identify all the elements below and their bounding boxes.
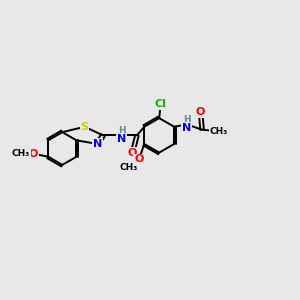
Text: O: O [134,154,144,164]
Text: S: S [81,122,88,132]
Text: CH₃: CH₃ [119,163,138,172]
Text: H: H [183,115,190,124]
Text: O: O [196,107,205,118]
Text: CH₃: CH₃ [209,127,228,136]
Text: Cl: Cl [155,99,167,109]
Text: N: N [93,139,102,149]
Text: CH₃: CH₃ [12,149,30,158]
Text: N: N [117,134,126,144]
Text: O: O [28,149,38,159]
Text: O: O [128,148,137,158]
Text: H: H [118,125,125,134]
Text: N: N [182,123,191,133]
